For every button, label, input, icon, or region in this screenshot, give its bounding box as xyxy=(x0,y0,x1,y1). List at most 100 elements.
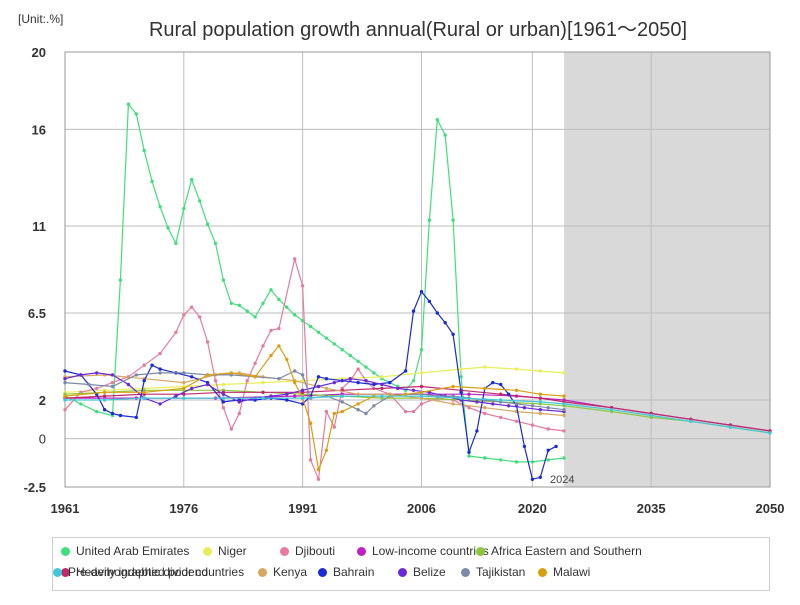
data-point xyxy=(340,400,344,404)
data-point xyxy=(277,344,281,348)
data-point xyxy=(546,448,550,452)
data-point xyxy=(467,454,471,458)
data-point xyxy=(435,118,439,122)
legend-marker xyxy=(476,546,485,556)
data-point xyxy=(126,102,131,106)
data-point xyxy=(324,377,329,381)
data-point xyxy=(459,367,463,371)
data-point xyxy=(142,379,146,383)
legend-label: Low-income countries xyxy=(372,544,489,558)
data-point xyxy=(87,382,91,387)
data-point xyxy=(451,394,455,398)
data-point xyxy=(316,467,321,472)
legend-item[interactable]: Djibouti xyxy=(280,544,335,558)
data-point xyxy=(483,411,487,416)
legend-item[interactable]: Bahrain xyxy=(318,565,374,579)
data-point xyxy=(182,380,186,385)
data-point xyxy=(364,411,368,416)
data-point xyxy=(308,324,313,329)
data-point xyxy=(522,444,527,449)
legend-item[interactable]: United Arab Emirates xyxy=(61,544,189,558)
data-point xyxy=(562,371,566,375)
data-point xyxy=(261,301,265,305)
data-point xyxy=(499,398,503,402)
legend-label: Africa Eastern and Southern xyxy=(491,544,642,558)
data-point xyxy=(689,419,693,423)
data-point xyxy=(649,413,653,418)
data-point xyxy=(419,402,424,406)
data-point xyxy=(102,390,107,394)
data-point xyxy=(142,390,146,394)
data-point xyxy=(451,332,455,336)
data-point xyxy=(63,369,67,373)
legend-label: Kenya xyxy=(273,565,308,579)
legend-label: United Arab Emirates xyxy=(76,544,190,558)
data-point xyxy=(182,386,186,391)
data-point xyxy=(435,311,439,315)
legend-item[interactable]: Africa Eastern and Southern xyxy=(476,544,642,558)
data-point xyxy=(245,379,249,383)
data-point xyxy=(419,348,424,352)
data-point xyxy=(356,367,360,371)
legend-item[interactable]: Heavily indebted poor countries xyxy=(61,565,244,579)
data-point xyxy=(451,384,455,389)
data-point xyxy=(499,382,503,387)
series-line xyxy=(64,370,565,415)
data-point xyxy=(546,427,550,431)
data-point xyxy=(308,458,313,462)
data-point xyxy=(380,386,384,391)
data-point xyxy=(261,396,265,400)
data-point xyxy=(419,394,424,398)
data-point xyxy=(198,315,202,319)
data-point xyxy=(95,386,99,391)
data-point xyxy=(419,290,424,294)
series-line xyxy=(64,290,557,481)
data-point xyxy=(530,477,535,481)
data-point xyxy=(388,380,392,385)
data-point xyxy=(491,402,495,406)
data-point xyxy=(285,392,289,396)
x-tick-label: 1991 xyxy=(288,501,317,516)
y-tick-label: 16 xyxy=(32,122,46,137)
axes: 1961 1976 1991 2006 2020 2035 20502016116.520-… xyxy=(24,45,785,516)
legend-item[interactable]: Low-income countries xyxy=(357,544,489,558)
data-point xyxy=(285,398,289,402)
legend-item[interactable]: Kenya xyxy=(258,565,307,579)
data-point xyxy=(483,456,487,460)
grid xyxy=(64,51,771,488)
data-point xyxy=(213,379,218,383)
data-point xyxy=(419,371,424,375)
unit-label: [Unit:.%] xyxy=(18,12,63,26)
data-point xyxy=(475,429,479,433)
data-point xyxy=(150,363,154,367)
data-point xyxy=(118,413,123,418)
data-point xyxy=(562,402,566,406)
data-point xyxy=(340,394,344,398)
data-point xyxy=(190,305,194,309)
data-point xyxy=(538,411,542,416)
data-point xyxy=(229,371,233,375)
data-point xyxy=(411,379,416,383)
data-point xyxy=(356,408,360,412)
data-point xyxy=(451,402,455,406)
data-point xyxy=(261,344,265,348)
data-point xyxy=(562,429,566,433)
data-point xyxy=(237,400,241,404)
data-point xyxy=(562,408,566,412)
legend-item[interactable]: Pre-demographic dividend xyxy=(53,565,208,579)
legend-item[interactable]: Malawi xyxy=(538,565,590,579)
data-point xyxy=(538,369,542,373)
legend-label: Malawi xyxy=(553,565,591,579)
data-point xyxy=(451,218,455,222)
data-point xyxy=(538,400,542,404)
legend-item[interactable]: Niger xyxy=(203,544,247,558)
data-point xyxy=(158,205,162,209)
legend-item[interactable]: Tajikistan xyxy=(461,565,525,579)
data-point xyxy=(190,386,194,391)
x-tick-label: 2020 xyxy=(518,501,547,516)
legend-item[interactable]: Belize xyxy=(398,565,446,579)
data-point xyxy=(499,458,503,462)
data-point xyxy=(142,396,146,400)
data-point xyxy=(324,336,329,340)
data-point xyxy=(237,411,241,416)
